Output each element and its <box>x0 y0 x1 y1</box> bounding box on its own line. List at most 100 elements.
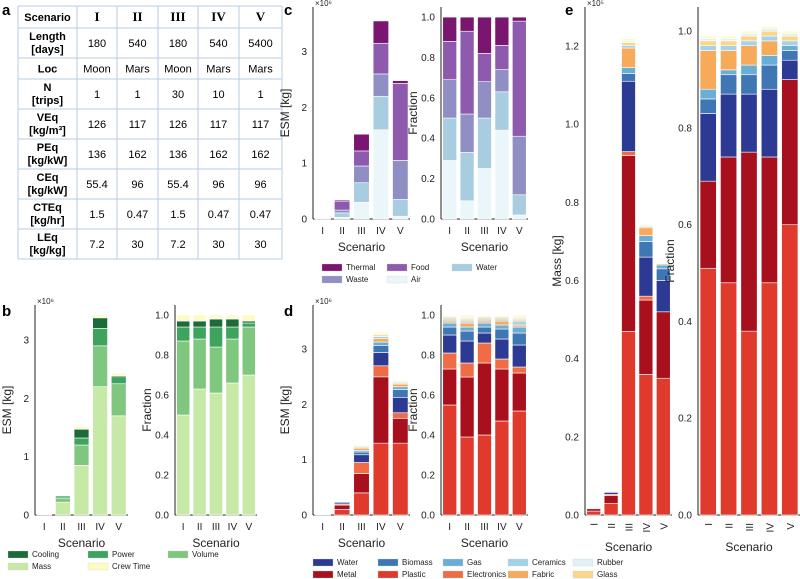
bar-segment-water <box>442 117 457 161</box>
x-tick-label: II <box>197 522 203 533</box>
axis-exponent: ×10⁶ <box>37 297 54 306</box>
bar-segment-cooling <box>192 320 207 328</box>
panel-label-d: d <box>284 303 293 320</box>
bar-segment-biomass <box>760 64 778 90</box>
bar-segment-volume <box>176 340 191 416</box>
bar-segment-ceramics <box>621 45 636 49</box>
legend-label: Water <box>476 263 497 272</box>
bar-segment-biomass <box>699 98 717 114</box>
bar-segment-metal <box>781 79 799 226</box>
legend-swatch <box>377 558 399 567</box>
bar-segment-water <box>459 152 475 202</box>
bar-segment-crew-time <box>209 314 223 320</box>
table-cell: 96 <box>131 179 143 191</box>
bar-segment-volume <box>241 326 256 376</box>
x-tick-label: I <box>43 522 46 533</box>
x-tick-label: I <box>182 522 185 533</box>
bar-segment-metal <box>442 368 457 406</box>
bar-segment-metal <box>459 376 475 438</box>
table-row-unit: [days] <box>31 44 64 56</box>
bar-segment-ceramics <box>372 336 389 340</box>
x-tick-label: IV <box>95 522 105 533</box>
bar-segment-metal <box>603 495 619 504</box>
bar-segment-water <box>459 340 475 364</box>
bar-segment-crew-time <box>192 314 207 322</box>
legend-label: Crew Time <box>112 562 151 571</box>
legend-swatch <box>442 558 464 567</box>
table-row-label: CEq <box>37 172 59 184</box>
bar-segment-fabric <box>353 447 370 451</box>
bar-segment-other <box>621 38 636 42</box>
bar-segment-air <box>442 160 457 220</box>
bar-segment-thermal <box>392 80 409 84</box>
bar-segment-volume <box>225 338 240 384</box>
x-tick-label: I <box>321 522 324 533</box>
bar-segment-rubber <box>740 33 758 37</box>
bar-segment-waste <box>459 113 475 153</box>
bar-segment-other <box>353 443 370 446</box>
panel-label-a: a <box>2 2 11 19</box>
bar-segment-fabric <box>740 45 758 66</box>
bar-segment-gas <box>720 69 738 76</box>
y-tick-label: 0.2 <box>155 471 169 482</box>
bar-segment-waste <box>512 135 527 196</box>
bar-segment-thermal <box>372 20 389 44</box>
x-tick-label: II <box>339 226 345 237</box>
y-tick-label: 0 <box>23 511 29 522</box>
y-tick-label: 0.4 <box>421 431 435 442</box>
bar-segment-mass <box>92 386 108 516</box>
table-cell: 30 <box>212 239 224 251</box>
x-tick-label: I <box>704 523 715 526</box>
y-tick-label: 0.2 <box>421 174 435 185</box>
bar-segment-volume <box>110 383 127 417</box>
bar-segment-gas <box>781 45 799 51</box>
bar-segment-plastic <box>656 377 671 516</box>
y-tick-label: 0.6 <box>421 391 435 402</box>
x-tick-label: V <box>786 523 797 530</box>
x-tick-label: III <box>77 522 85 533</box>
bar-segment-food <box>334 200 351 211</box>
bar-segment-air <box>392 215 409 220</box>
bar-segment-plastic <box>459 436 475 516</box>
bar-segment-other <box>656 260 671 262</box>
bar-segment-fabric <box>760 40 778 56</box>
bar-segment-cooling <box>92 317 108 329</box>
bar-segment-other <box>372 331 389 335</box>
legend-label: Volume <box>192 550 219 559</box>
table-cell: 55.4 <box>86 179 107 191</box>
table-cell: 162 <box>128 149 146 161</box>
bar-segment-plastic <box>372 442 389 516</box>
bar-segment-electronics <box>459 362 475 378</box>
legend-label: Plastic <box>402 570 426 579</box>
x-tick-label: II <box>339 522 345 533</box>
table-row-label: VEq <box>37 112 58 124</box>
table-cell: 540 <box>209 38 227 50</box>
y-tick-label: 0.8 <box>678 123 692 134</box>
table-row-label: N <box>44 82 52 94</box>
x-tick-label: III <box>480 522 488 533</box>
bar-segment-waste <box>334 209 351 214</box>
bar-segment-power <box>209 326 223 348</box>
table-cell: 1 <box>134 89 140 101</box>
bar-segment-plastic <box>760 282 778 516</box>
table-row-unit: [kg/kg] <box>29 245 65 257</box>
x-axis-label: Scenario <box>725 540 773 554</box>
legend-label: Air <box>411 275 421 284</box>
bar-segment-electronics <box>621 151 636 156</box>
bar-segment-water <box>442 334 457 354</box>
y-tick-label: 2 <box>23 394 29 405</box>
x-tick-label: V <box>115 522 122 533</box>
bar-segment-gas <box>459 326 475 332</box>
table-cell: 540 <box>128 38 146 50</box>
x-axis-label: Scenario <box>461 240 509 254</box>
bar-segment-gas <box>699 88 717 100</box>
table-cell: Mars <box>206 64 231 76</box>
bar-segment-power <box>176 326 191 342</box>
table-cell: 30 <box>131 239 143 251</box>
bar-segment-water <box>494 338 510 360</box>
bar-segment-mass <box>209 392 223 516</box>
legend-swatch <box>377 570 399 579</box>
